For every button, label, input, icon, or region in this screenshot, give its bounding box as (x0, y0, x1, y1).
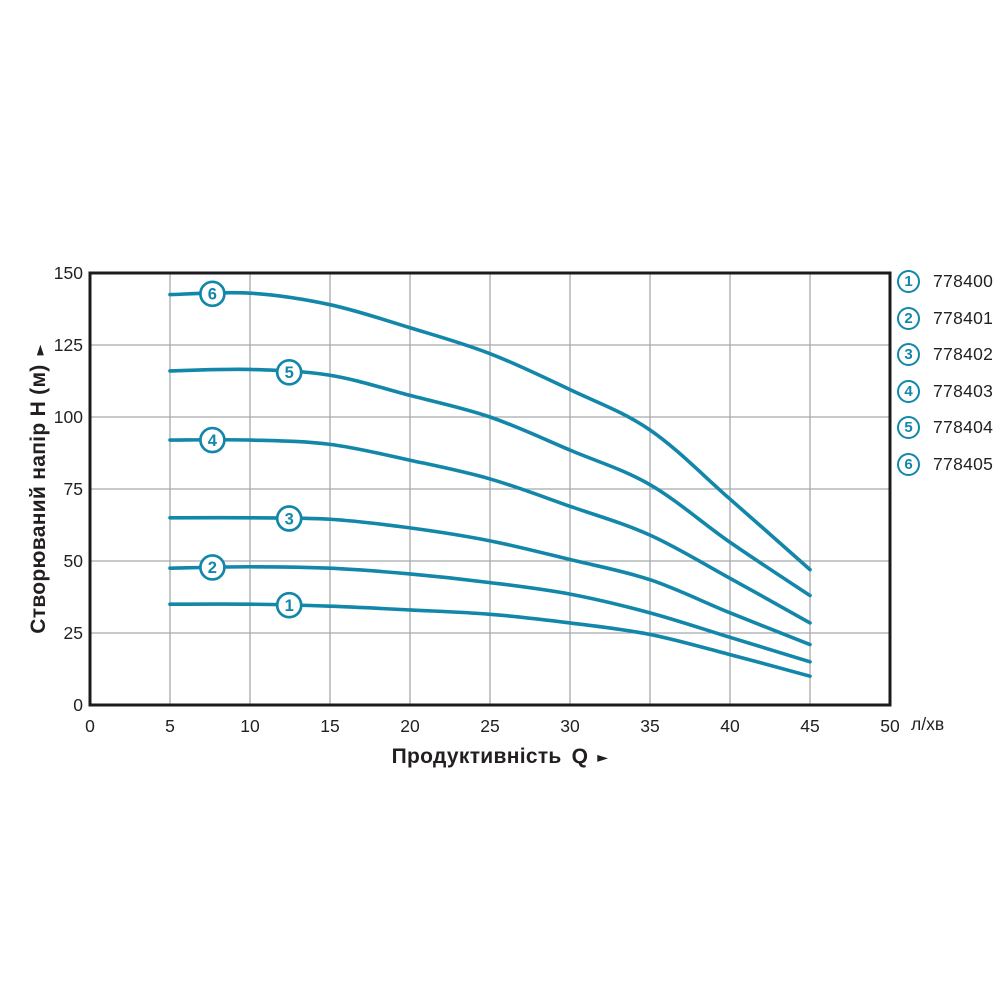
legend-item-778400: 1 778400 (897, 270, 993, 293)
x-axis-title-text: Продуктивність (391, 745, 562, 768)
legend-number-icon: 1 (897, 270, 920, 293)
legend-code: 778403 (933, 380, 994, 401)
legend-number-icon: 6 (897, 452, 920, 476)
y-tick-label: 100 (54, 407, 83, 427)
x-axis-symbol: Q (571, 745, 589, 768)
legend-number-icon: 5 (897, 416, 920, 440)
legend-item-778401: 2 778401 (897, 306, 994, 330)
curve-label-circle-6 (199, 280, 226, 308)
up-arrow-icon: ► (32, 344, 48, 356)
legend-item-778404: 5 778404 (897, 416, 994, 440)
y-tick-label: 125 (54, 335, 83, 355)
legend-number-icon: 4 (897, 379, 920, 403)
curve-label-number-3: 3 (285, 510, 294, 528)
right-arrow-icon: ► (597, 750, 609, 766)
legend-code: 778402 (933, 344, 994, 365)
curve-label-circle-1 (275, 591, 303, 619)
curve-label-circle-5 (275, 358, 303, 386)
curve-label-circle-4 (199, 426, 226, 454)
curve-label-number-1: 1 (285, 597, 294, 615)
x-axis-title: Продуктивність Q ► (392, 745, 609, 769)
x-tick-label: 15 (320, 716, 339, 736)
x-tick-label: 0 (85, 716, 95, 736)
x-tick-label: 20 (400, 716, 420, 736)
x-tick-label: 35 (640, 716, 659, 736)
x-tick-label: 25 (480, 716, 499, 736)
curve-label-circle-2 (199, 554, 226, 581)
plot-border (88, 271, 892, 707)
legend-code: 778401 (933, 307, 994, 328)
x-tick-label: 5 (165, 716, 175, 736)
y-axis-title: Створюваний напір H (м) ► (27, 344, 51, 633)
x-tick-label: 30 (560, 716, 580, 736)
y-axis-title-text: Створюваний напір H (м) (27, 364, 50, 634)
legend-item-778405: 6 778405 (897, 452, 994, 476)
legend-number-icon: 2 (897, 306, 920, 330)
curve-label-number-6: 6 (208, 286, 217, 304)
curve-label-number-4: 4 (208, 432, 218, 450)
legend-item-778403: 4 778403 (897, 379, 994, 403)
curve-label-number-5: 5 (285, 364, 294, 382)
y-tick-label: 75 (64, 479, 83, 499)
legend-code: 778404 (933, 417, 994, 438)
y-tick-label: 0 (73, 695, 83, 715)
x-tick-label: 45 (800, 716, 819, 736)
curve-label-number-2: 2 (208, 559, 217, 577)
x-tick-label: 50 (880, 716, 900, 736)
x-tick-label: 40 (720, 716, 740, 736)
x-axis-unit: л/хв (911, 714, 945, 734)
curve-label-circle-3 (275, 505, 303, 532)
legend-item-778402: 3 778402 (897, 343, 994, 367)
curve-778401 (168, 564, 812, 664)
legend-code: 778400 (933, 271, 994, 291)
legend: 1 778400 2 778401 3 778402 4 778403 5 778404 6 7784… (897, 270, 993, 476)
curve-778405 (168, 290, 812, 572)
y-tick-label: 50 (64, 551, 84, 571)
legend-number-icon: 3 (897, 343, 920, 367)
y-tick-label: 150 (54, 263, 83, 283)
curve-778403 (168, 437, 812, 625)
y-tick-label: 25 (64, 623, 83, 643)
legend-code: 778405 (933, 453, 994, 474)
x-tick-label: 10 (240, 716, 260, 736)
